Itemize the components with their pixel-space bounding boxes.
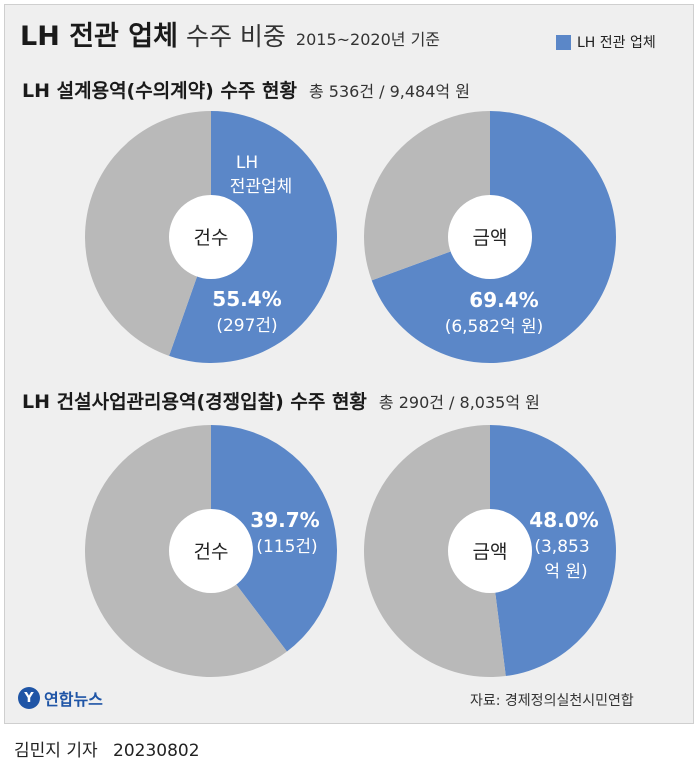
pie-center (448, 195, 532, 279)
slice-percent: 48.0% (529, 508, 598, 532)
section-title-design: LH 설계용역(수의계약) 수주 현황 총 536건 / 9,484억 원 (22, 76, 470, 103)
legend: LH 전관 업체 (556, 32, 656, 52)
pie-center (169, 195, 253, 279)
slice-detail: 억 원) (544, 562, 587, 582)
pie-center (169, 509, 253, 593)
page-title: LH 전관 업체 (20, 21, 178, 52)
legend-swatch (556, 34, 571, 50)
slice-percent: 69.4% (469, 288, 538, 312)
legend-label: LH 전관 업체 (577, 35, 656, 51)
slice-percent: 55.4% (212, 287, 281, 311)
section-name: LH 설계용역(수의계약) 수주 현황 (22, 80, 297, 102)
pie-center-label: 건수 (194, 227, 229, 249)
section-title-construction: LH 건설사업관리용역(경쟁입찰) 수주 현황 총 290건 / 8,035억 … (22, 387, 540, 414)
pie-slice-lh (169, 111, 337, 363)
slice-percent: 39.7% (250, 508, 319, 532)
pie-center-label: 금액 (473, 227, 508, 249)
slice-label: LH (236, 153, 258, 173)
slice-detail: (297건) (216, 316, 277, 336)
slice-detail: (3,853 (534, 537, 589, 557)
section-total: 총 290건 / 8,035억 원 (378, 393, 540, 412)
pie-center-label: 건수 (194, 541, 229, 563)
page-subtitle: 수주 비중 (185, 22, 286, 51)
pie-slice-lh (490, 425, 617, 677)
section-name: LH 건설사업관리용역(경쟁입찰) 수주 현황 (22, 391, 367, 413)
title-row: LH 전관 업체 수주 비중 2015~2020년 기준 (20, 14, 440, 58)
publisher-logo: Y 연합뉴스 (18, 686, 103, 710)
pie-slice-other (364, 425, 506, 677)
byline: 김민지 기자 20230802 (14, 736, 210, 761)
source-note: 자료: 경제정의실천시민연합 (470, 693, 634, 709)
slice-detail: (115건) (256, 537, 317, 557)
pie-slice-other (84, 111, 211, 356)
reporter-name: 김민지 기자 (14, 741, 98, 761)
period-note: 2015~2020년 기준 (295, 30, 441, 49)
publish-date: 20230802 (113, 741, 200, 761)
logo-text: 연합뉴스 (44, 690, 103, 709)
yonhap-logo-icon: Y (18, 687, 40, 709)
slice-label: 전관업체 (230, 177, 293, 197)
pie-center-label: 금액 (473, 541, 508, 563)
pie-center (448, 509, 532, 593)
slice-detail: (6,582억 원) (445, 317, 544, 337)
section-total: 총 536건 / 9,484억 원 (308, 82, 470, 101)
pie-slice-lh (211, 425, 338, 652)
